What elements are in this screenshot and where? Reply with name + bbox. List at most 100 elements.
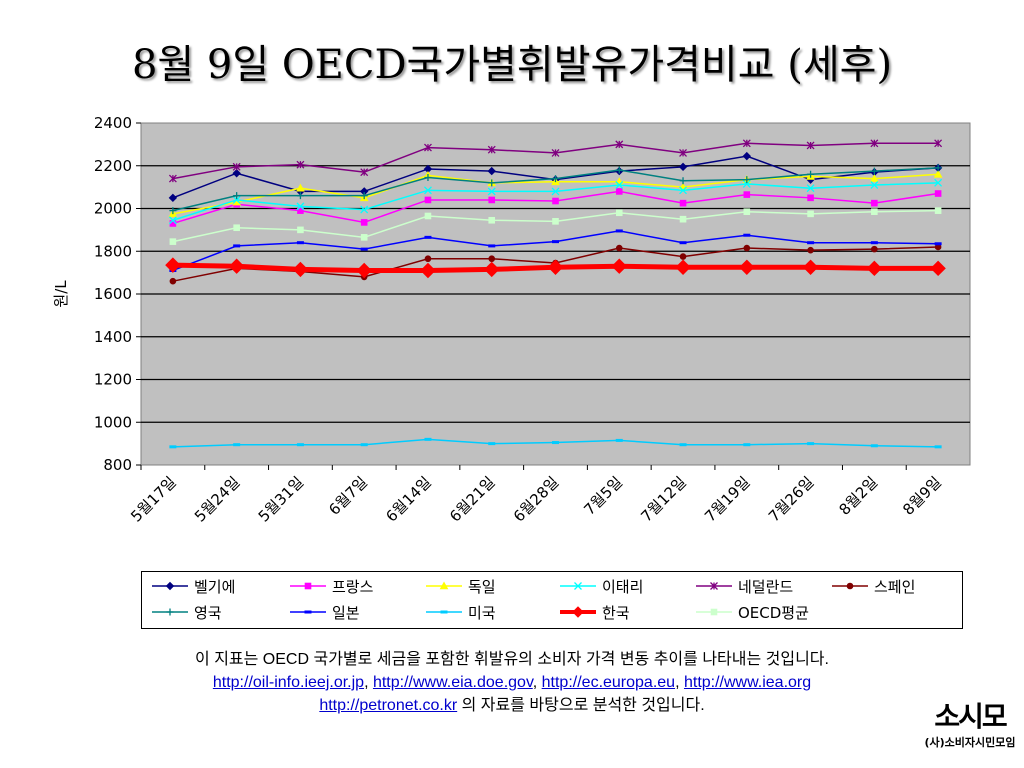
data-point — [870, 444, 878, 448]
data-point — [424, 255, 432, 263]
data-point — [487, 166, 496, 176]
data-point — [615, 166, 623, 174]
x-tick-label: 7월12일 — [637, 473, 689, 525]
data-point — [360, 247, 368, 251]
data-point — [615, 140, 624, 149]
data-point — [296, 160, 305, 169]
legend-swatch — [560, 582, 596, 590]
data-point — [870, 181, 879, 189]
data-point — [232, 162, 241, 171]
data-point — [360, 443, 368, 447]
data-point — [488, 442, 496, 446]
legend-swatch — [696, 582, 732, 590]
legend-item: 이태리 — [558, 575, 643, 597]
data-point — [615, 188, 623, 195]
data-point — [487, 145, 496, 154]
legend-marker — [304, 610, 312, 614]
data-point — [615, 438, 623, 442]
description-suffix: 의 자료를 바탕으로 분석한 것입니다. — [457, 697, 705, 714]
link-ec-europa[interactable]: http://ec.europa.eu — [541, 674, 676, 691]
legend-swatch — [290, 582, 326, 590]
data-point — [233, 443, 241, 447]
data-point — [871, 199, 878, 207]
data-point — [228, 258, 245, 274]
link-petronet[interactable]: http://petronet.co.kr — [319, 697, 458, 714]
data-point — [739, 259, 755, 275]
data-point — [233, 192, 241, 200]
data-point — [934, 178, 943, 187]
data-point — [484, 261, 500, 278]
data-point — [743, 443, 751, 447]
data-point — [742, 179, 751, 188]
legend-swatch — [560, 606, 596, 618]
x-tick-label: 7월5일 — [580, 473, 626, 519]
series-8 — [169, 437, 942, 449]
series-4 — [168, 139, 943, 183]
data-point — [356, 262, 372, 279]
data-point — [488, 244, 496, 248]
legend-swatch — [290, 610, 326, 614]
data-point — [360, 219, 368, 226]
data-point — [807, 241, 815, 245]
data-point — [168, 174, 177, 183]
data-point — [743, 191, 751, 198]
y-tick-label: 1600 — [94, 285, 132, 303]
data-point — [802, 259, 819, 275]
x-tick-label: 7월19일 — [701, 473, 753, 525]
data-point — [424, 143, 432, 152]
data-point — [679, 148, 687, 157]
data-point — [552, 240, 559, 244]
data-point — [360, 205, 369, 214]
data-point — [552, 218, 559, 225]
data-point — [743, 176, 751, 184]
legend-marker — [572, 606, 584, 618]
series-10 — [169, 207, 942, 245]
data-point — [743, 233, 751, 237]
data-point — [552, 175, 559, 183]
data-point — [296, 241, 304, 245]
data-point — [615, 229, 623, 233]
data-point — [679, 253, 687, 260]
data-point — [934, 207, 942, 214]
data-point — [424, 186, 432, 195]
description-line-3: http://petronet.co.kr 의 자료를 바탕으로 분석한 것입니… — [0, 694, 1024, 717]
legend-label: 스페인 — [874, 577, 916, 596]
data-point — [547, 259, 564, 275]
data-point — [551, 148, 560, 157]
data-point — [742, 151, 752, 161]
link-iea[interactable]: http://www.iea.org — [683, 674, 812, 691]
data-point — [806, 141, 815, 150]
link-ieej[interactable]: http://oil-info.ieej.or.jp — [212, 674, 365, 691]
data-point — [807, 442, 815, 446]
legend-marker — [846, 582, 854, 590]
legend-marker — [165, 581, 175, 591]
legend-marker — [166, 608, 174, 616]
data-point — [165, 257, 181, 273]
data-point — [742, 139, 751, 148]
series-3 — [168, 178, 943, 225]
data-point — [297, 207, 304, 214]
link-eia[interactable]: http://www.eia.doe.gov — [372, 674, 533, 691]
data-point — [675, 259, 691, 275]
legend-label: 네덜란드 — [738, 577, 794, 596]
data-point — [233, 224, 240, 232]
data-point — [615, 244, 623, 252]
legend-label: 영국 — [194, 603, 222, 622]
data-point — [296, 183, 305, 192]
legend-swatch — [426, 610, 462, 614]
data-point — [360, 234, 368, 241]
logo-mark: 소시모 — [934, 700, 1007, 733]
legend-item: 일본 — [288, 601, 360, 623]
description-line-2: http://oil-info.ieej.or.jp, http://www.e… — [0, 671, 1024, 694]
link-separator: , — [532, 674, 542, 691]
data-point — [360, 192, 368, 200]
legend-item: 독일 — [424, 575, 496, 597]
data-point — [487, 187, 496, 196]
logo-text: (사)소비자시민모임 — [924, 736, 1016, 749]
data-point — [424, 235, 432, 239]
link-separator: , — [364, 674, 373, 691]
data-point — [806, 184, 815, 193]
data-point — [169, 277, 177, 285]
data-point — [934, 190, 942, 197]
data-point — [934, 164, 942, 172]
